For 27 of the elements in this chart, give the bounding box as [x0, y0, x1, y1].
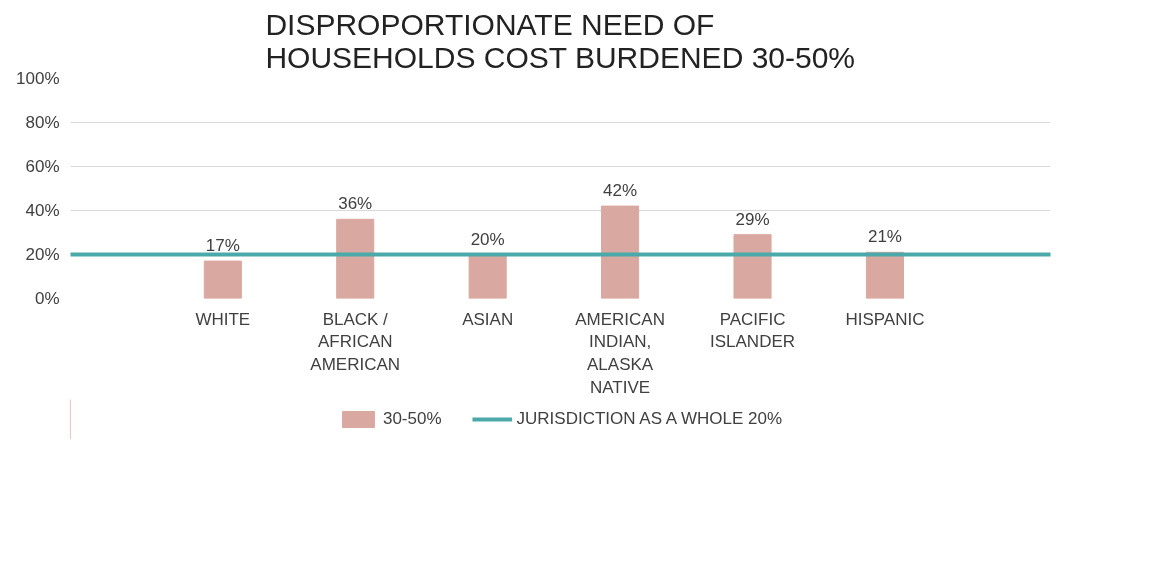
bar — [468, 254, 507, 299]
data-label: 42% — [603, 181, 638, 201]
y-tick-label: 80% — [25, 113, 60, 132]
data-label: 20% — [470, 229, 505, 249]
y-tick-label: 100% — [16, 69, 60, 88]
x-tick-label: BLACK / AFRICAN AMERICAN — [310, 309, 401, 375]
chart-title: DISPROPORTIONATE NEED OF HOUSEHOLDS COST BURDENED 30-50% — [265, 7, 856, 74]
x-tick-label: PACIFIC ISLANDER — [710, 309, 796, 352]
bar — [203, 260, 242, 299]
x-tick-label: ASIAN — [462, 309, 514, 329]
data-label: 36% — [338, 194, 373, 214]
legend-label: JURISDICTION AS A WHOLE 20% — [516, 409, 783, 429]
data-label: 17% — [205, 236, 240, 256]
data-label: 29% — [735, 209, 770, 229]
bar — [601, 205, 640, 299]
bar — [733, 234, 772, 299]
legend-label: 30-50% — [382, 409, 442, 429]
bar — [336, 218, 375, 299]
bar — [865, 251, 904, 299]
data-label: 21% — [867, 227, 902, 247]
y-tick-label: 40% — [25, 201, 60, 220]
y-tick-label: 60% — [25, 157, 60, 176]
x-tick-label: WHITE — [195, 309, 251, 329]
y-tick-label: 0% — [34, 289, 60, 308]
y-tick-label: 20% — [25, 245, 60, 264]
x-tick-label: AMERICAN INDIAN, ALASKA NATIVE — [575, 309, 665, 397]
x-tick-label: HISPANIC — [845, 309, 925, 329]
